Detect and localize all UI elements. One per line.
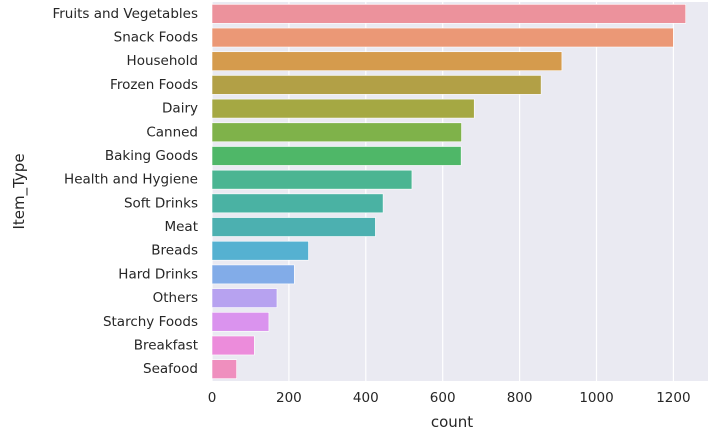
y-tick-label: Breads (151, 243, 198, 259)
y-tick-label: Fruits and Vegetables (52, 6, 198, 22)
y-tick-label: Baking Goods (105, 148, 198, 164)
y-tick-label: Hard Drinks (118, 266, 198, 282)
x-tick-label: 400 (353, 390, 379, 406)
bar-health-and-hygiene (211, 169, 413, 190)
x-tick-label: 1000 (579, 390, 613, 406)
x-tick-label: 600 (430, 390, 456, 406)
y-tick-label: Frozen Foods (110, 77, 198, 93)
y-tick-label: Snack Foods (114, 30, 198, 46)
bar-breads (211, 240, 309, 261)
bar-baking-goods (211, 146, 462, 166)
bar-hard-drinks (211, 264, 295, 285)
bar-fruits-and-vegetables (211, 4, 686, 24)
y-tick-label: Starchy Foods (103, 314, 198, 330)
bar-seafood (211, 359, 237, 379)
x-tick-label: 200 (276, 390, 302, 406)
bar-household (211, 51, 563, 71)
bar-soft-drinks (211, 193, 384, 214)
y-tick-label: Soft Drinks (124, 195, 198, 211)
x-axis-label: count (431, 413, 473, 431)
y-tick-label: Breakfast (134, 337, 198, 353)
y-tick-label: Seafood (143, 361, 198, 377)
bar-snack-foods (211, 27, 674, 48)
y-tick-label: Dairy (162, 101, 198, 117)
bar-frozen-foods (211, 75, 542, 95)
y-axis-label: Item_Type (10, 153, 29, 229)
x-tick-label: 800 (507, 390, 533, 406)
y-tick-label: Household (127, 53, 198, 69)
bar-others (211, 288, 278, 308)
bar-canned (211, 122, 462, 143)
bar-breakfast (211, 335, 255, 356)
y-tick-label: Canned (146, 124, 198, 140)
x-tick-label: 0 (208, 390, 217, 406)
y-tick-label: Others (153, 290, 198, 306)
bar-meat (211, 217, 376, 237)
y-tick-label: Meat (164, 219, 198, 235)
bar-dairy (211, 98, 475, 119)
y-tick-label: Health and Hygiene (64, 172, 198, 188)
x-tick-label: 1200 (656, 390, 690, 406)
bar-starchy-foods (211, 312, 270, 332)
